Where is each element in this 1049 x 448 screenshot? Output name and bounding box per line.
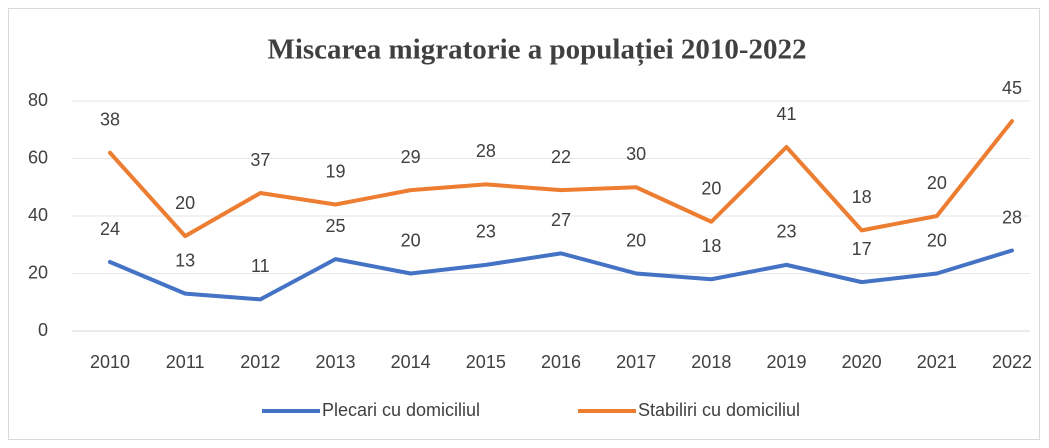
- x-tick-label: 2014: [391, 352, 431, 372]
- y-tick-label: 80: [28, 90, 48, 110]
- data-label: 37: [250, 150, 270, 170]
- x-tick-label: 2017: [616, 352, 656, 372]
- data-label: 17: [852, 239, 872, 259]
- data-label: 11: [251, 256, 270, 276]
- legend-label: Stabiliri cu domiciliul: [638, 400, 800, 420]
- data-label: 20: [927, 230, 947, 250]
- x-tick-label: 2012: [240, 352, 280, 372]
- data-label: 19: [325, 161, 345, 181]
- data-label: 38: [100, 110, 120, 130]
- data-label: 23: [776, 222, 796, 242]
- x-tick-label: 2011: [166, 352, 205, 372]
- data-label: 20: [626, 230, 646, 250]
- data-label: 27: [551, 210, 571, 230]
- data-label: 28: [1002, 207, 1022, 227]
- data-label: 23: [476, 222, 496, 242]
- y-tick-label: 0: [38, 320, 48, 340]
- data-label: 29: [401, 147, 421, 167]
- x-tick-label: 2013: [315, 352, 355, 372]
- y-tick-label: 60: [28, 147, 48, 167]
- series-line: [108, 119, 1014, 239]
- chart-title: Miscarea migratorie a populației 2010-20…: [267, 34, 806, 67]
- legend-label: Plecari cu domiciliul: [322, 400, 480, 420]
- data-label: 25: [325, 216, 345, 236]
- data-label: 18: [852, 187, 872, 207]
- data-label: 30: [626, 144, 646, 164]
- data-label: 41: [776, 104, 796, 124]
- data-label: 22: [551, 147, 571, 167]
- x-tick-label: 2016: [541, 352, 581, 372]
- data-label: 20: [927, 173, 947, 193]
- data-label: 13: [175, 250, 195, 270]
- series-line: [108, 248, 1014, 302]
- x-tick-label: 2021: [917, 352, 957, 372]
- x-tick-label: 2010: [90, 352, 130, 372]
- x-tick-label: 2020: [842, 352, 882, 372]
- data-label: 45: [1002, 78, 1022, 98]
- chart-border: [8, 8, 1040, 440]
- y-tick-label: 20: [28, 262, 48, 282]
- x-tick-label: 2022: [992, 352, 1032, 372]
- data-label: 20: [175, 193, 195, 213]
- x-tick-label: 2019: [766, 352, 806, 372]
- data-label: 28: [476, 141, 496, 161]
- data-label: 24: [100, 219, 120, 239]
- y-tick-label: 40: [28, 205, 48, 225]
- data-label: 20: [401, 230, 421, 250]
- x-tick-label: 2018: [691, 352, 731, 372]
- data-label: 20: [701, 179, 721, 199]
- x-tick-label: 2015: [466, 352, 506, 372]
- data-label: 18: [701, 236, 721, 256]
